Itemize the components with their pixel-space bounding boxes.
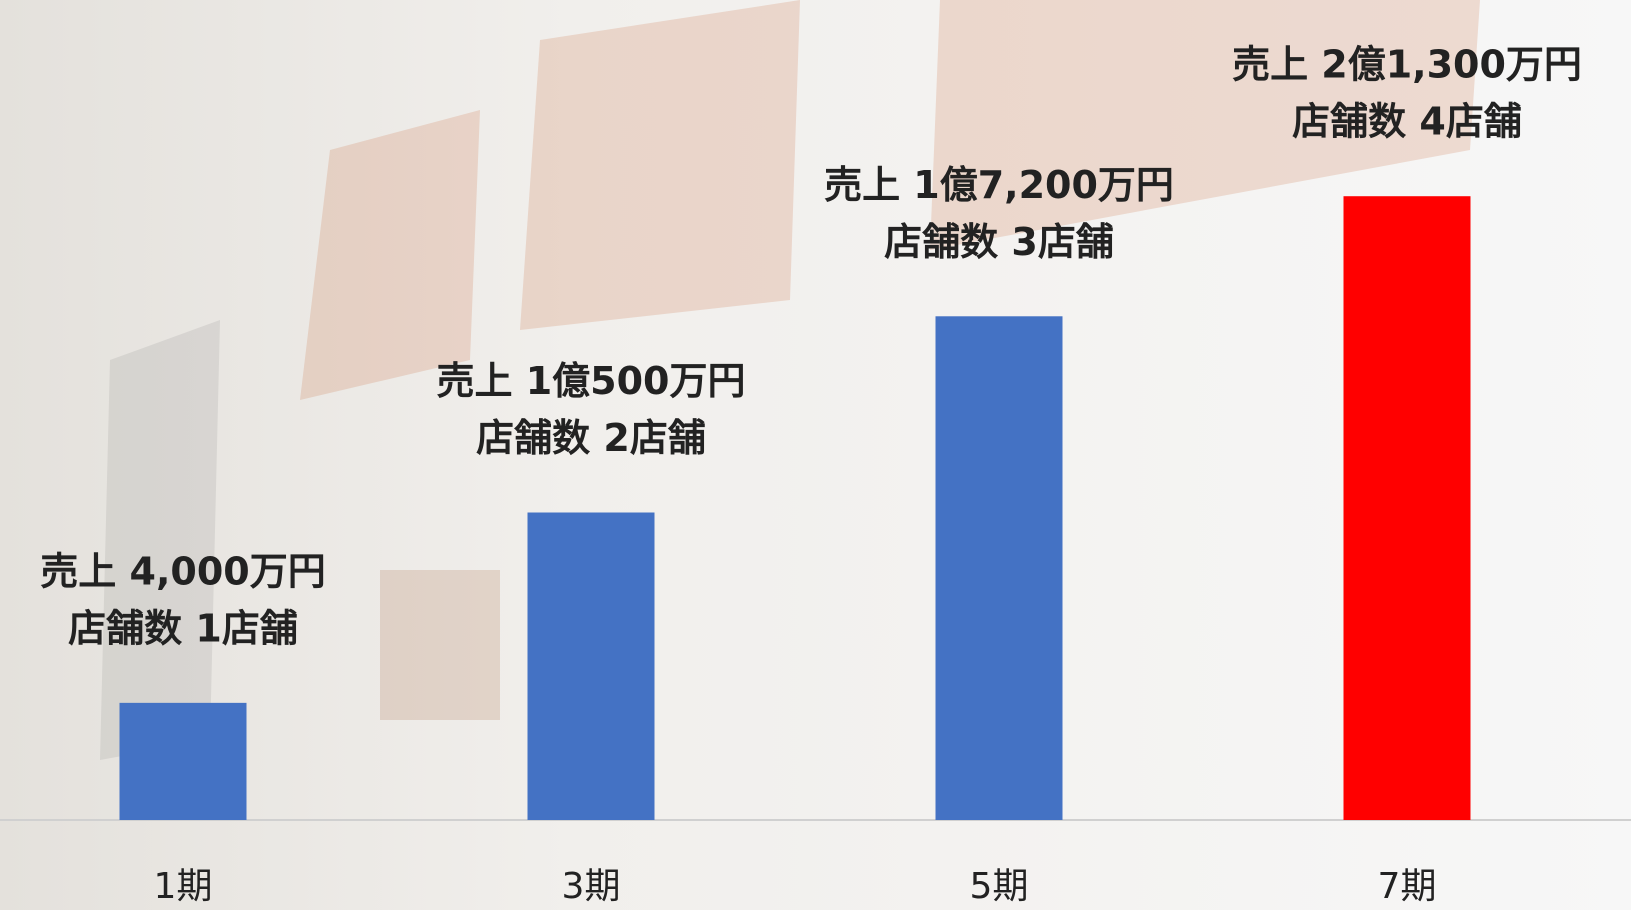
annotation: 店舗数 3店舗 — [884, 220, 1114, 264]
data-label: 売上 1億7,200万円 — [824, 163, 1174, 207]
bar — [119, 702, 247, 820]
data-label: 売上 2億1,300万円 — [1232, 43, 1582, 87]
background-photo — [100, 0, 1480, 760]
x-tick-label: 3期 — [562, 866, 621, 907]
data-label: 売上 4,000万円 — [40, 549, 325, 593]
annotation: 店舗数 4店舗 — [1292, 100, 1522, 144]
bar — [1343, 196, 1471, 820]
data-label: 売上 1億500万円 — [437, 359, 746, 403]
x-tick-label: 7期 — [1378, 866, 1437, 907]
annotation: 店舗数 1店舗 — [68, 606, 298, 650]
annotation: 店舗数 2店舗 — [476, 416, 706, 460]
bar — [935, 316, 1063, 820]
x-tick-label: 1期 — [154, 866, 213, 907]
x-tick-label: 5期 — [970, 866, 1029, 907]
bar — [527, 512, 655, 820]
